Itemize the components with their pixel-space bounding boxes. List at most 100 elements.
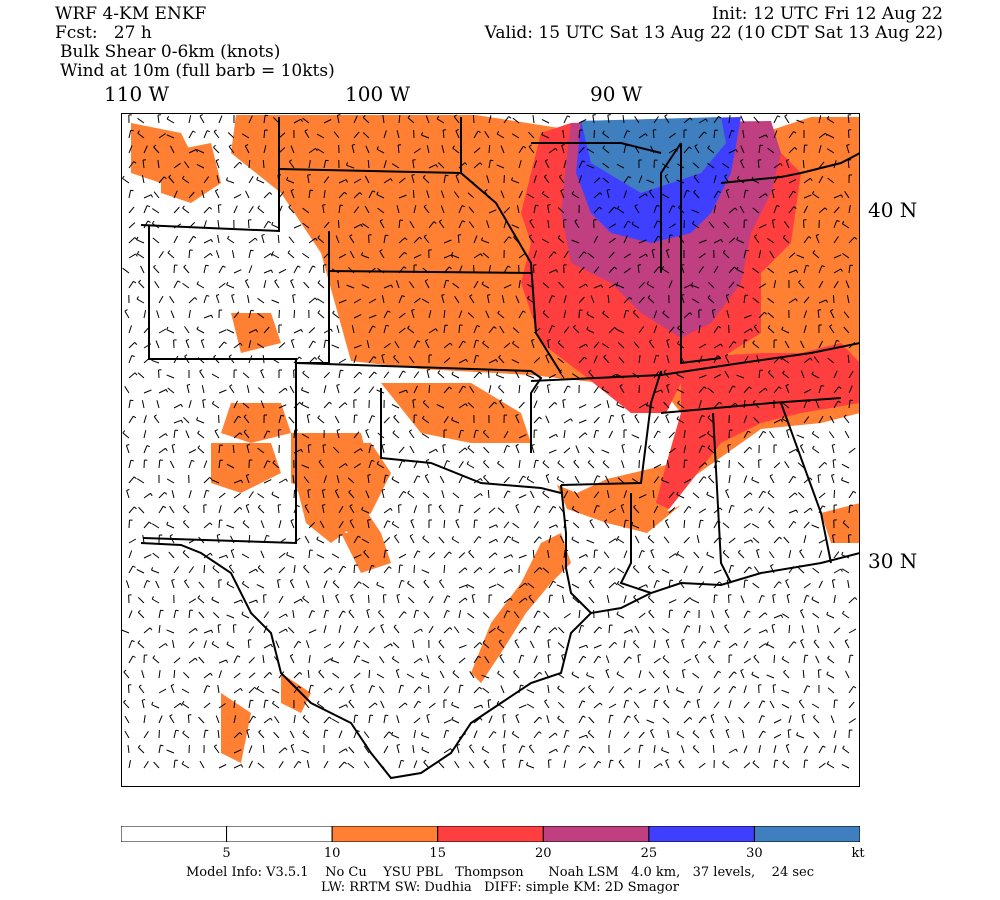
wind-barb: [546, 385, 550, 394]
wind-barb: [143, 492, 151, 499]
wind-barb: [818, 580, 823, 589]
wind-barb: [691, 284, 700, 289]
wind-barb: [230, 550, 235, 559]
wind-barb-flag: [557, 340, 561, 343]
wind-barb: [488, 567, 496, 574]
wind-barb: [443, 357, 451, 364]
wind-barb: [203, 552, 211, 559]
wind-barb-flag: [661, 747, 664, 751]
wind-barb: [683, 700, 689, 709]
wind-barb: [443, 280, 447, 289]
wind-barb: [155, 340, 160, 349]
wind-barb: [769, 475, 775, 484]
wind-barb: [247, 295, 250, 304]
wind-barb: [451, 719, 460, 724]
wind-barb-flag: [133, 415, 137, 419]
wind-barb: [723, 221, 730, 229]
wind-barb: [338, 521, 344, 529]
wind-barb-flag: [582, 745, 587, 749]
wind-barb-flag: [782, 234, 786, 238]
wind-barb: [421, 298, 430, 304]
wind-barb: [473, 730, 478, 739]
wind-barb: [439, 475, 445, 484]
wind-barb: [257, 387, 265, 394]
wind-barb-flag: [479, 371, 482, 375]
wind-barb: [260, 370, 265, 379]
wind-barb: [518, 704, 527, 709]
wind-barb: [572, 522, 580, 529]
wind-barb-flag: [314, 357, 318, 360]
wind-barb-flag: [126, 489, 130, 491]
wind-barb: [803, 595, 807, 604]
wind-barb: [336, 385, 340, 394]
wind-barb: [533, 250, 537, 259]
wind-barb: [488, 538, 497, 544]
wind-barb: [578, 266, 585, 274]
colorbar-tick-label: 10: [323, 846, 341, 861]
wind-barb: [563, 310, 567, 319]
wind-barb: [803, 388, 812, 394]
wind-barb: [713, 175, 717, 184]
wind-barb: [848, 597, 856, 604]
wind-barb: [728, 686, 734, 694]
wind-barb: [622, 115, 625, 124]
wind-barb-flag: [796, 732, 799, 736]
wind-barb: [511, 359, 520, 364]
wind-barb: [578, 309, 580, 319]
wind-barb-flag: [231, 549, 235, 551]
wind-barb-flag: [507, 490, 511, 493]
wind-barb-flag: [132, 565, 136, 568]
wind-barb: [128, 342, 136, 349]
wind-barb-flag: [613, 266, 617, 270]
wind-barb: [739, 205, 745, 214]
wind-barb-flag: [661, 477, 664, 481]
wind-barb: [842, 747, 850, 754]
wind-barb: [317, 312, 325, 319]
wind-barb-flag: [214, 744, 217, 747]
model-title: WRF 4-KM ENKF: [55, 4, 207, 24]
wind-barb: [183, 521, 190, 529]
wind-barb: [428, 702, 436, 709]
wind-barb: [698, 415, 703, 424]
wind-barb: [511, 133, 520, 139]
wind-barb: [472, 114, 475, 124]
wind-barb: [350, 595, 355, 604]
wind-barb-flag: [538, 731, 542, 734]
wind-barb: [833, 730, 837, 739]
wind-barb-flag: [284, 747, 288, 751]
wind-barb: [758, 145, 761, 154]
wind-barb-flag: [515, 444, 519, 447]
wind-barb-flag: [647, 564, 651, 568]
wind-barb: [263, 269, 272, 274]
wind-barb: [756, 355, 760, 364]
wind-barb: [218, 505, 222, 514]
wind-barb: [257, 312, 265, 319]
wind-barb-flag: [150, 194, 153, 198]
wind-barb: [469, 671, 475, 679]
wind-barb: [533, 357, 541, 364]
wind-barb: [499, 325, 505, 334]
wind-barb: [143, 580, 148, 589]
wind-barb: [436, 404, 445, 409]
wind-barb: [233, 715, 237, 724]
wind-barb: [844, 191, 850, 199]
wind-barb: [548, 147, 556, 154]
wind-barb: [653, 159, 655, 169]
wind-barb-flag: [151, 220, 155, 224]
wind-barb: [243, 431, 250, 439]
wind-barb-flag: [152, 655, 156, 659]
wind-barb: [691, 599, 700, 604]
wind-barb: [166, 374, 175, 379]
wind-barb: [336, 430, 340, 439]
wind-barb: [608, 283, 617, 289]
wind-barb-flag: [611, 414, 615, 417]
wind-barb: [758, 370, 761, 379]
wind-barb: [124, 310, 130, 319]
wind-barb-flag: [810, 178, 813, 181]
wind-barb: [713, 116, 719, 124]
wind-barb-flag: [542, 490, 545, 494]
wind-barb: [212, 403, 220, 409]
wind-barb: [832, 294, 835, 304]
wind-barb-flag: [441, 294, 445, 296]
wind-barb: [426, 370, 430, 379]
